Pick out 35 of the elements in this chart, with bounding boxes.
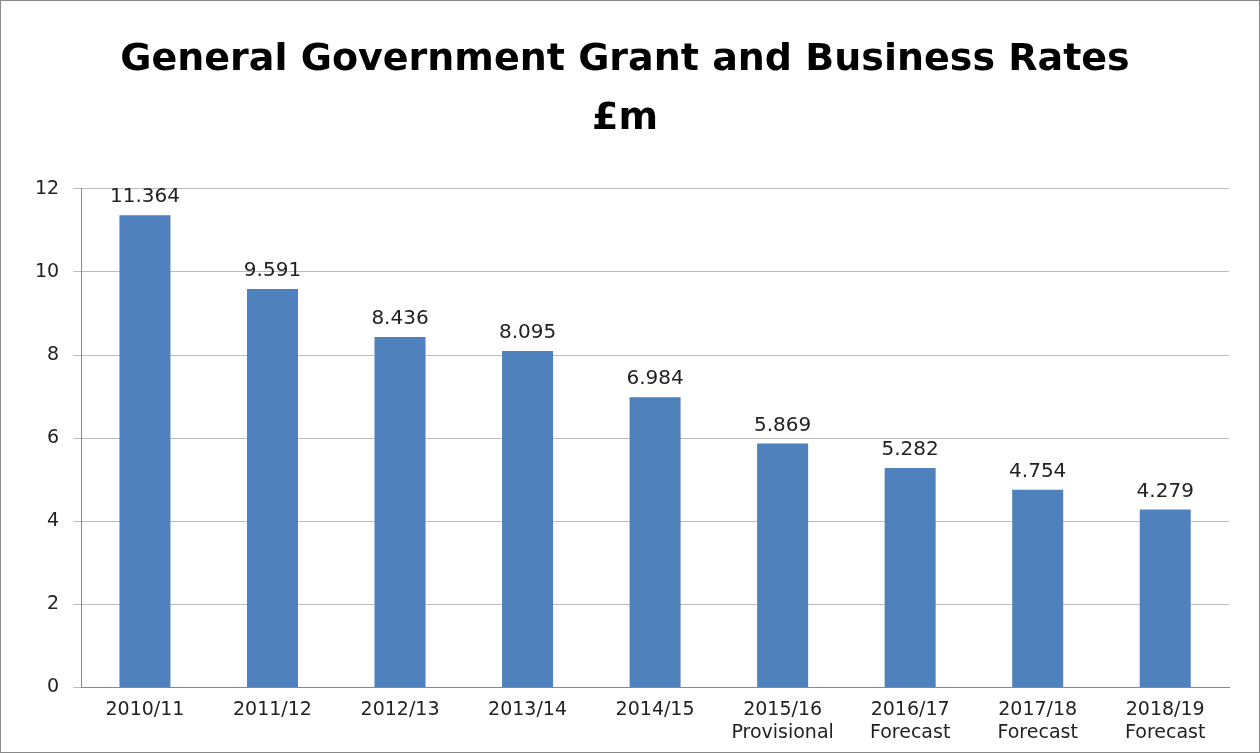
bar (629, 397, 681, 687)
data-label: 9.591 (243, 257, 302, 282)
data-label: 8.436 (371, 305, 429, 330)
x-tick-label: 2014/15 (615, 696, 695, 719)
bar (1012, 489, 1064, 687)
bar (757, 443, 809, 687)
x-tick-label: 2012/13 (360, 696, 440, 719)
y-tick-label: 8 (47, 341, 60, 364)
bar (1139, 509, 1191, 687)
x-tick-label: 2017/18 Forecast (997, 696, 1078, 742)
y-tick-label: 12 (34, 175, 60, 198)
data-label: 5.869 (753, 411, 812, 436)
y-tick-label: 6 (47, 425, 60, 448)
bar (119, 215, 171, 687)
bar (502, 351, 554, 687)
y-tick-label: 0 (47, 674, 60, 697)
data-label: 11.364 (109, 183, 180, 208)
x-tick-label: 2015/16 Provisional (731, 696, 834, 742)
x-tick-label: 2013/14 (488, 696, 568, 719)
data-label: 8.095 (498, 319, 557, 344)
data-label: 5.282 (881, 436, 939, 461)
bar (374, 336, 426, 687)
y-tick-label: 4 (47, 508, 60, 531)
x-tick-label: 2010/11 (105, 696, 185, 719)
x-tick-label: 2018/19 Forecast (1125, 696, 1206, 742)
x-tick-label: 2011/12 (233, 696, 312, 719)
x-tick-label: 2016/17 Forecast (869, 696, 951, 742)
chart-title: General Government Grant and Business Rates £m (120, 35, 1130, 139)
bar (246, 288, 298, 687)
y-tick-label: 2 (47, 591, 60, 614)
bar (884, 467, 936, 687)
y-tick-label: 10 (34, 258, 60, 281)
data-label: 4.279 (1136, 477, 1194, 502)
data-label: 4.754 (1009, 458, 1067, 483)
data-label: 6.984 (626, 365, 684, 390)
